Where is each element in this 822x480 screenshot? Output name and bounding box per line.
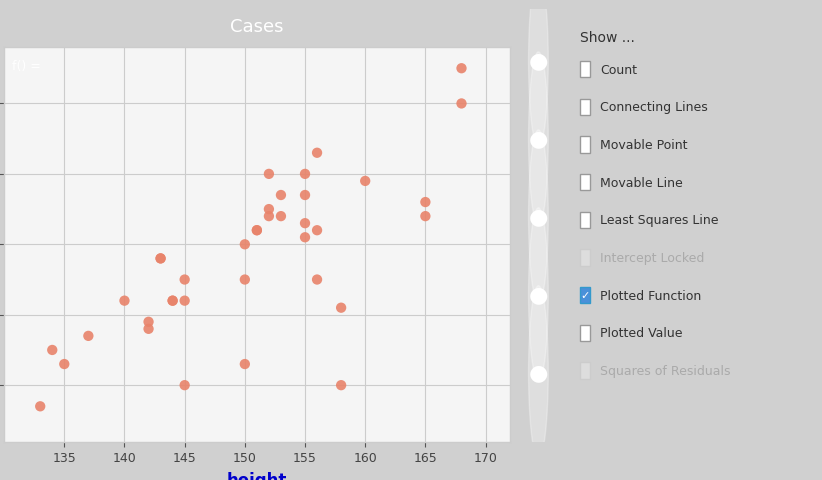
Bar — [580, 362, 589, 379]
Point — [142, 325, 155, 333]
Bar — [580, 325, 589, 341]
Point — [298, 234, 312, 241]
Point — [418, 213, 432, 220]
Point — [166, 297, 179, 305]
Point — [58, 360, 71, 368]
Circle shape — [529, 131, 548, 303]
Point — [298, 171, 312, 179]
Text: ●: ● — [529, 129, 548, 149]
Point — [262, 213, 275, 220]
Text: Least Squares Line: Least Squares Line — [600, 214, 718, 227]
Text: Cases: Cases — [230, 18, 284, 36]
Point — [166, 297, 179, 305]
Point — [262, 171, 275, 179]
Point — [311, 276, 324, 284]
Point — [262, 206, 275, 214]
Text: Connecting Lines: Connecting Lines — [600, 101, 708, 114]
Point — [81, 332, 95, 340]
Point — [311, 150, 324, 157]
Point — [418, 199, 432, 206]
Circle shape — [529, 0, 548, 148]
Text: Movable Point: Movable Point — [600, 139, 687, 152]
Bar — [580, 62, 589, 78]
Text: f() =: f() = — [12, 60, 41, 73]
Text: ●: ● — [529, 207, 548, 227]
Point — [238, 276, 252, 284]
Text: Plotted Value: Plotted Value — [600, 327, 682, 340]
Text: ✓: ✓ — [580, 290, 589, 300]
Point — [275, 192, 288, 200]
Point — [455, 100, 468, 108]
Bar — [580, 137, 589, 154]
Point — [358, 178, 372, 185]
Point — [298, 192, 312, 200]
Point — [238, 241, 252, 249]
Point — [142, 318, 155, 326]
Point — [178, 276, 192, 284]
Point — [178, 382, 192, 389]
Point — [250, 227, 263, 235]
Point — [298, 220, 312, 228]
Circle shape — [529, 53, 548, 226]
Text: Plotted Function: Plotted Function — [600, 289, 701, 302]
Text: ●: ● — [529, 285, 548, 305]
Point — [154, 255, 167, 263]
Point — [455, 65, 468, 73]
Circle shape — [529, 286, 548, 459]
Point — [154, 255, 167, 263]
Point — [275, 213, 288, 220]
Point — [34, 403, 47, 410]
Point — [250, 227, 263, 235]
X-axis label: height: height — [227, 471, 287, 480]
Bar — [580, 212, 589, 228]
Text: ●: ● — [529, 51, 548, 72]
Bar — [580, 250, 589, 266]
Bar — [580, 175, 589, 191]
Circle shape — [529, 208, 548, 381]
Text: Squares of Residuals: Squares of Residuals — [600, 364, 730, 377]
Point — [46, 347, 59, 354]
Point — [178, 297, 192, 305]
Point — [311, 227, 324, 235]
Point — [238, 360, 252, 368]
Text: Count: Count — [600, 63, 637, 77]
Text: Intercept Locked: Intercept Locked — [600, 252, 704, 264]
Text: Movable Line: Movable Line — [600, 176, 682, 189]
Text: Show ...: Show ... — [580, 31, 635, 45]
Point — [118, 297, 131, 305]
Bar — [580, 288, 589, 304]
Point — [335, 382, 348, 389]
Text: ●: ● — [529, 362, 548, 383]
Point — [335, 304, 348, 312]
Bar — [580, 99, 589, 116]
